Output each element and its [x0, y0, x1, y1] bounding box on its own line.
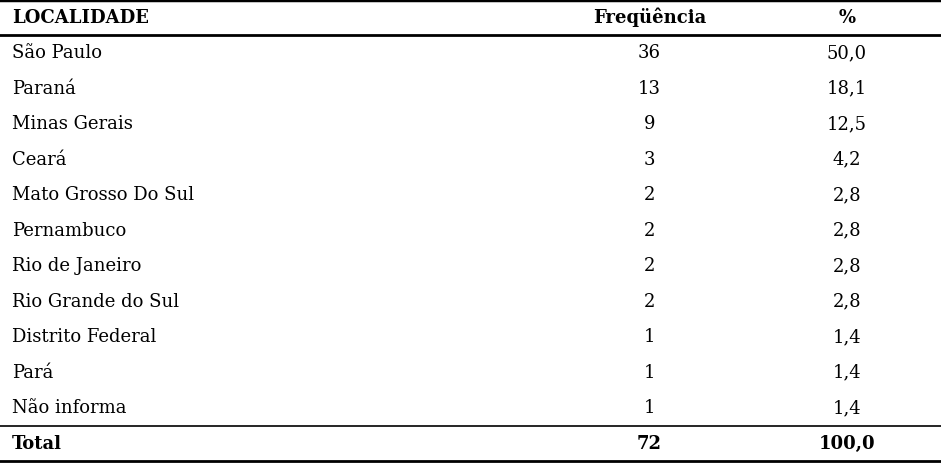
Text: 2,8: 2,8 — [833, 293, 861, 311]
Text: 3: 3 — [644, 151, 655, 169]
Text: 2: 2 — [644, 257, 655, 275]
Text: Mato Grosso Do Sul: Mato Grosso Do Sul — [12, 186, 195, 204]
Text: Pernambuco: Pernambuco — [12, 222, 126, 240]
Text: Pará: Pará — [12, 363, 54, 382]
Text: 2,8: 2,8 — [833, 257, 861, 275]
Text: 1,4: 1,4 — [833, 363, 861, 382]
Text: 9: 9 — [644, 115, 655, 133]
Text: %: % — [838, 9, 855, 27]
Text: Distrito Federal: Distrito Federal — [12, 328, 156, 346]
Text: LOCALIDADE: LOCALIDADE — [12, 9, 149, 27]
Text: 1: 1 — [644, 399, 655, 417]
Text: Ceará: Ceará — [12, 151, 67, 169]
Text: 13: 13 — [638, 80, 661, 98]
Text: 2: 2 — [644, 186, 655, 204]
Text: 1: 1 — [644, 328, 655, 346]
Text: 12,5: 12,5 — [827, 115, 867, 133]
Text: 50,0: 50,0 — [827, 44, 867, 62]
Text: 2,8: 2,8 — [833, 186, 861, 204]
Text: Rio de Janeiro: Rio de Janeiro — [12, 257, 141, 275]
Text: Paraná: Paraná — [12, 80, 76, 98]
Text: Total: Total — [12, 435, 62, 453]
Text: Freqüência: Freqüência — [593, 8, 706, 27]
Text: 1,4: 1,4 — [833, 399, 861, 417]
Text: 4,2: 4,2 — [833, 151, 861, 169]
Text: Rio Grande do Sul: Rio Grande do Sul — [12, 293, 180, 311]
Text: 1,4: 1,4 — [833, 328, 861, 346]
Text: São Paulo: São Paulo — [12, 44, 103, 62]
Text: 2: 2 — [644, 293, 655, 311]
Text: Minas Gerais: Minas Gerais — [12, 115, 133, 133]
Text: 2,8: 2,8 — [833, 222, 861, 240]
Text: 72: 72 — [637, 435, 662, 453]
Text: 36: 36 — [638, 44, 661, 62]
Text: 2: 2 — [644, 222, 655, 240]
Text: Não informa: Não informa — [12, 399, 127, 417]
Text: 1: 1 — [644, 363, 655, 382]
Text: 100,0: 100,0 — [819, 435, 875, 453]
Text: 18,1: 18,1 — [827, 80, 867, 98]
